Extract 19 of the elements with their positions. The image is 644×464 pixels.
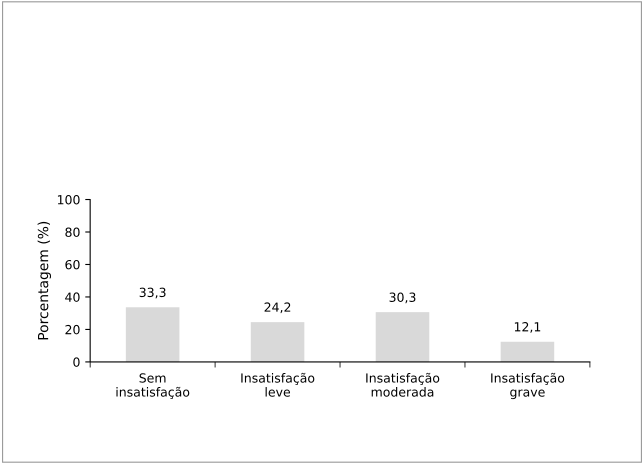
x-tick-label: Sem insatisfação — [116, 373, 190, 399]
y-tick-label: 40 — [65, 292, 80, 302]
y-tick-label: 20 — [65, 324, 80, 334]
bar — [126, 307, 180, 362]
y-tick-label: 60 — [65, 260, 80, 270]
y-tick-label: 100 — [58, 194, 80, 204]
bar — [250, 322, 304, 362]
y-tick-label: 80 — [65, 227, 80, 237]
y-axis-title: Porcentagem (%) — [38, 222, 52, 340]
data-label: 12,1 — [514, 322, 540, 333]
data-label: 24,2 — [264, 302, 290, 314]
bar — [376, 312, 430, 362]
x-tick-label: Insatisfação leve — [241, 372, 314, 397]
x-tick-label: Insatisfação grave — [491, 372, 564, 400]
x-tick-label: Insatisfação moderada — [366, 372, 440, 397]
data-label: 33,3 — [140, 288, 166, 298]
data-label: 30,3 — [390, 292, 416, 304]
y-tick-label: 0 — [73, 357, 80, 367]
bar — [500, 342, 554, 362]
